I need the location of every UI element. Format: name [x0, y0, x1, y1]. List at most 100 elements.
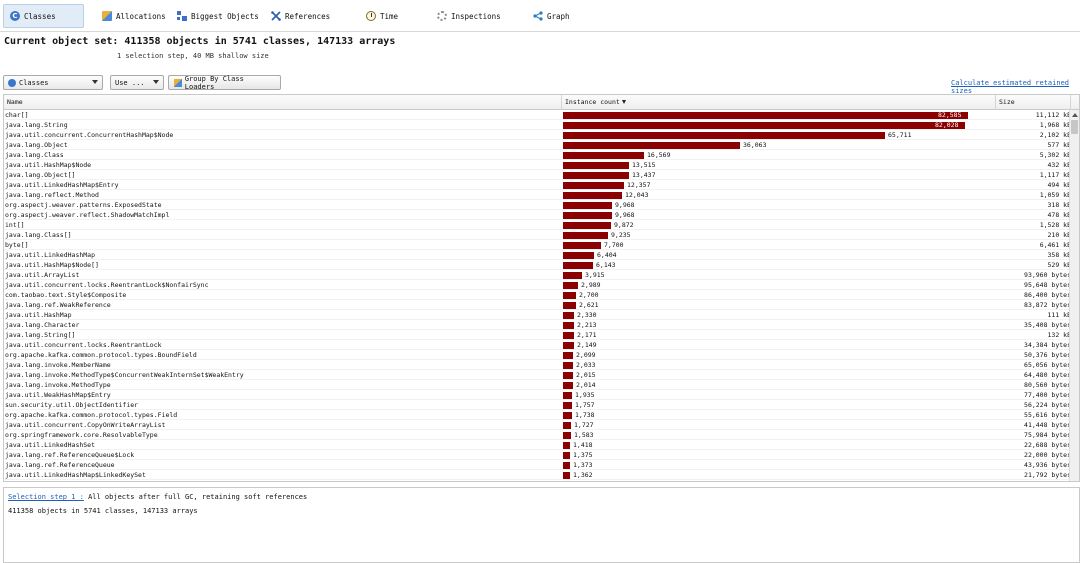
table-row[interactable]: java.lang.invoke.MemberName 2,033 65,056 b…	[4, 360, 1071, 370]
table-row[interactable]: java.lang.Class 16,569 5,302 kB	[4, 150, 1071, 160]
table-row[interactable]: java.lang.String[] 2,171 132 kB	[4, 330, 1071, 340]
table-row[interactable]: java.lang.ref.ReferenceQueue 1,373 43,936 …	[4, 460, 1071, 470]
calculate-retained-sizes-link[interactable]: Calculate estimated retained sizes	[951, 79, 1070, 95]
instance-count-bar	[563, 211, 612, 219]
table-row[interactable]: java.lang.ref.ReferenceQueue$Lock 1,375 22…	[4, 450, 1071, 460]
instance-count-value: 2,171	[577, 331, 597, 339]
vertical-scrollbar[interactable]	[1069, 110, 1079, 481]
table-row[interactable]: java.lang.invoke.MethodType$ConcurrentWe…	[4, 370, 1071, 380]
graph-icon	[533, 11, 543, 21]
size-cell: 41,448 bytes	[1024, 421, 1071, 429]
table-row[interactable]: java.util.HashMap$Node 13,515 432 kB	[4, 160, 1071, 170]
table-row[interactable]: java.util.concurrent.locks.ReentrantLock…	[4, 340, 1071, 350]
table-row[interactable]: java.lang.Character 2,213 35,408 bytes	[4, 320, 1071, 330]
column-header-instance-count[interactable]: Instance count	[562, 95, 996, 110]
instance-count-value: 16,569	[647, 151, 671, 159]
instance-count-value: 9,968	[615, 201, 635, 209]
references-icon	[271, 11, 281, 21]
instance-count-bar	[563, 431, 571, 439]
class-name-cell: java.util.ArrayList	[5, 271, 80, 279]
instance-count-bar	[563, 471, 570, 479]
instance-count-bar	[563, 331, 574, 339]
class-name-cell: sun.security.util.ObjectIdentifier	[5, 401, 139, 409]
column-name-label: Name	[7, 98, 23, 106]
instance-count-bar	[563, 131, 885, 139]
table-row[interactable]: java.lang.ref.WeakReference 2,621 83,872 b…	[4, 300, 1071, 310]
class-name-cell: java.util.LinkedHashSet	[5, 441, 96, 449]
size-cell: 478 kB	[1047, 211, 1071, 219]
table-row[interactable]: java.util.LinkedHashSet 1,418 22,688 bytes	[4, 440, 1071, 450]
tab-label: References	[285, 11, 331, 21]
table-row[interactable]: byte[] 7,700 6,461 kB	[4, 240, 1071, 250]
instance-count-value: 2,330	[577, 311, 597, 319]
table-row[interactable]: org.apache.kafka.common.protocol.types.F…	[4, 410, 1071, 420]
size-cell: 1,528 kB	[1039, 221, 1071, 229]
tab-biggest-objects[interactable]: Biggest Objects	[171, 4, 265, 28]
instance-count-bar	[563, 181, 624, 189]
column-size-label: Size	[999, 98, 1015, 106]
tab-allocations[interactable]: Allocations	[96, 4, 172, 28]
table-row[interactable]: com.taobao.text.Style$Composite 2,700 86,4…	[4, 290, 1071, 300]
table-row[interactable]: java.lang.String 82,028 1,968 kB	[4, 120, 1071, 130]
use-button[interactable]: Use ...	[110, 75, 164, 90]
table-row[interactable]: java.util.HashMap$Node[] 6,143 529 kB	[4, 260, 1071, 270]
selection-step-line: Selection step 1 : All objects after ful…	[8, 493, 307, 501]
tab-references[interactable]: References	[265, 4, 336, 28]
table-row[interactable]: org.aspectj.weaver.reflect.ShadowMatchIm…	[4, 210, 1071, 220]
table-row[interactable]: java.util.concurrent.locks.ReentrantLock…	[4, 280, 1071, 290]
table-row[interactable]: java.lang.Object[] 13,437 1,117 kB	[4, 170, 1071, 180]
instance-count-value: 2,014	[576, 381, 596, 389]
table-row[interactable]: org.aspectj.weaver.patterns.ExposedState…	[4, 200, 1071, 210]
tab-label: Inspections	[451, 11, 501, 21]
group-by-class-loaders-button[interactable]: Group By Class Loaders	[168, 74, 281, 91]
size-cell: 34,384 bytes	[1024, 341, 1071, 349]
table-row[interactable]: char[] 82,585 11,112 kB	[4, 110, 1071, 120]
tab-graph[interactable]: Graph	[527, 4, 576, 28]
instance-count-value: 1,583	[574, 431, 594, 439]
class-name-cell: com.taobao.text.Style$Composite	[5, 291, 127, 299]
class-name-cell: java.util.WeakHashMap$Entry	[5, 391, 111, 399]
instance-count-bar	[563, 111, 968, 119]
table-row[interactable]: java.lang.Object 36,063 577 kB	[4, 140, 1071, 150]
table-row[interactable]: java.lang.reflect.Method 12,043 1,059 kB	[4, 190, 1071, 200]
table-row[interactable]: java.util.concurrent.CopyOnWriteArrayLis…	[4, 420, 1071, 430]
table-row[interactable]: java.lang.Class[] 9,235 210 kB	[4, 230, 1071, 240]
group-button-label: Group By Class Loaders	[184, 74, 244, 91]
size-cell: 5,302 kB	[1039, 151, 1071, 159]
table-row[interactable]: sun.security.util.ObjectIdentifier 1,757 5…	[4, 400, 1071, 410]
selection-step-link[interactable]: Selection step 1 :	[8, 493, 84, 501]
table-row[interactable]: java.util.LinkedHashMap$Entry 12,357 494 k…	[4, 180, 1071, 190]
tab-classes[interactable]: C Classes	[3, 4, 84, 28]
view-select[interactable]: Classes	[3, 75, 103, 90]
classes-icon: C	[10, 11, 20, 21]
table-row[interactable]: java.util.LinkedHashMap 6,404 358 kB	[4, 250, 1071, 260]
scroll-up-icon[interactable]	[1072, 113, 1078, 117]
instance-count-bar	[563, 311, 574, 319]
class-name-cell: java.lang.String[]	[5, 331, 76, 339]
column-header-name[interactable]: Name	[4, 95, 562, 110]
table-row[interactable]: java.lang.invoke.MethodType 2,014 80,560 b…	[4, 380, 1071, 390]
table-row[interactable]: java.util.WeakHashMap$Entry 1,935 77,400 b…	[4, 390, 1071, 400]
instance-count-value: 2,015	[576, 371, 596, 379]
scrollbar-thumb[interactable]	[1071, 120, 1078, 134]
table-row[interactable]: java.util.LinkedHashMap$LinkedKeySet 1,36…	[4, 470, 1071, 480]
instance-count-bar	[563, 361, 573, 369]
table-row[interactable]: java.util.HashMap 2,330 111 kB	[4, 310, 1071, 320]
table-row[interactable]: java.util.ArrayList 3,915 93,960 bytes	[4, 270, 1071, 280]
table-row[interactable]: int[] 9,872 1,528 kB	[4, 220, 1071, 230]
column-header-size[interactable]: Size	[996, 95, 1071, 110]
size-cell: 21,792 bytes	[1024, 471, 1071, 479]
instance-count-bar	[563, 151, 644, 159]
table-row[interactable]: org.springframework.core.ResolvableType 1…	[4, 430, 1071, 440]
class-name-cell: java.util.concurrent.locks.ReentrantLock	[5, 341, 162, 349]
size-cell: 83,872 bytes	[1024, 301, 1071, 309]
table-row[interactable]: java.util.concurrent.ConcurrentHashMap$N…	[4, 130, 1071, 140]
tab-time[interactable]: Time	[360, 4, 404, 28]
table-row[interactable]: org.apache.kafka.common.protocol.types.B…	[4, 350, 1071, 360]
size-cell: 43,936 bytes	[1024, 461, 1071, 469]
class-name-cell: org.springframework.core.ResolvableType	[5, 431, 158, 439]
tab-inspections[interactable]: Inspections	[431, 4, 507, 28]
instance-count-bar	[563, 171, 629, 179]
instance-count-bar	[563, 161, 629, 169]
class-loaders-icon	[174, 78, 182, 87]
